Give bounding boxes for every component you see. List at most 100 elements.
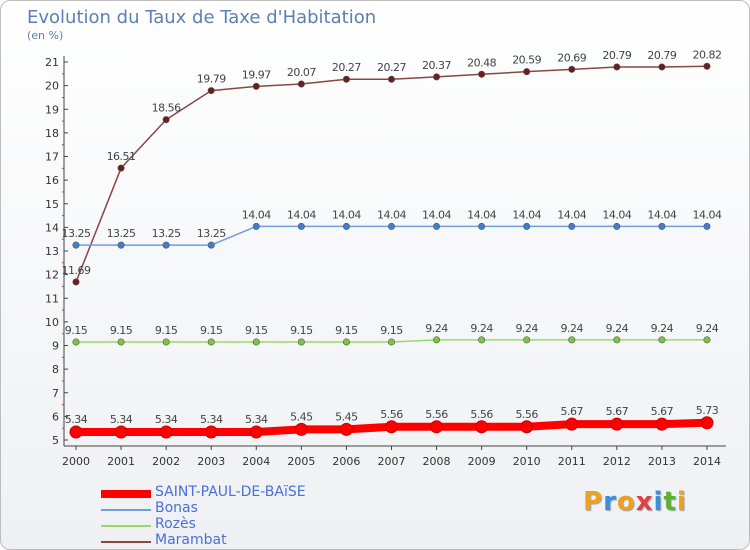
data-point-roz-s	[162, 338, 170, 346]
data-label-roz-s: 9.24	[696, 322, 719, 335]
data-point-saint-paul-de-ba-se	[294, 422, 308, 436]
data-point-bonas	[387, 222, 395, 230]
logo-letter: o	[616, 487, 636, 517]
data-point-saint-paul-de-ba-se	[475, 420, 489, 434]
data-point-bonas	[703, 222, 711, 230]
y-tick-label: 9	[52, 340, 59, 353]
data-point-bonas	[433, 222, 441, 230]
x-tick-label: 2011	[558, 455, 586, 468]
data-point-saint-paul-de-ba-se	[384, 420, 398, 434]
y-tick-label: 11	[45, 292, 59, 305]
data-label-bonas: 14.04	[557, 208, 586, 221]
data-point-saint-paul-de-ba-se	[69, 425, 83, 439]
logo-letter: i	[653, 487, 664, 517]
legend-item-bonas[interactable]: Bonas	[101, 500, 401, 518]
data-point-marambat	[72, 278, 80, 286]
data-label-roz-s: 9.24	[470, 322, 493, 335]
data-label-bonas: 14.04	[647, 208, 676, 221]
legend-item-saint-paul[interactable]: SAINT-PAUL-DE-BAïSE	[101, 484, 401, 502]
data-label-bonas: 14.04	[467, 208, 496, 221]
data-label-bonas: 14.04	[422, 208, 451, 221]
logo-letter: x	[635, 487, 654, 517]
data-label-marambat: 20.27	[332, 61, 361, 74]
data-label-bonas: 14.04	[692, 208, 721, 221]
data-label-bonas: 14.04	[602, 208, 631, 221]
x-tick-label: 2006	[332, 455, 360, 468]
data-point-marambat	[703, 62, 711, 70]
logo-letter: t	[663, 487, 677, 517]
legend-label-bonas: Bonas	[155, 500, 198, 516]
data-point-saint-paul-de-ba-se	[204, 425, 218, 439]
data-label-roz-s: 9.15	[380, 324, 403, 337]
data-label-roz-s: 9.15	[290, 324, 313, 337]
x-tick-label: 2014	[693, 455, 721, 468]
data-point-bonas	[207, 241, 215, 249]
legend-item-rozes[interactable]: Rozès	[101, 516, 401, 534]
x-tick-label: 2010	[513, 455, 541, 468]
data-label-marambat: 11.69	[62, 264, 91, 277]
data-point-saint-paul-de-ba-se	[700, 416, 714, 430]
data-label-saint-paul-de-ba-se: 5.34	[200, 413, 223, 426]
data-label-saint-paul-de-ba-se: 5.34	[65, 413, 88, 426]
legend-swatch-rozes	[101, 525, 151, 527]
legend-label-rozes: Rozès	[155, 516, 196, 532]
data-label-bonas: 14.04	[332, 208, 361, 221]
data-point-roz-s	[297, 338, 305, 346]
y-tick-label: 16	[45, 174, 59, 187]
data-point-roz-s	[342, 338, 350, 346]
data-label-marambat: 19.79	[197, 73, 226, 86]
proxiti-logo: Proxiti	[583, 487, 687, 517]
data-point-marambat	[478, 70, 486, 78]
data-point-roz-s	[387, 338, 395, 346]
data-point-roz-s	[703, 336, 711, 344]
data-label-bonas: 13.25	[62, 227, 91, 240]
data-point-marambat	[387, 75, 395, 83]
y-tick-label: 12	[45, 269, 59, 282]
x-tick-label: 2012	[603, 455, 631, 468]
data-point-roz-s	[72, 338, 80, 346]
y-tick-label: 14	[45, 221, 59, 234]
data-label-roz-s: 9.15	[155, 324, 178, 337]
data-label-roz-s: 9.15	[65, 324, 88, 337]
y-tick-label: 21	[45, 56, 59, 69]
data-point-bonas	[117, 241, 125, 249]
data-point-bonas	[613, 222, 621, 230]
data-point-saint-paul-de-ba-se	[430, 420, 444, 434]
data-point-bonas	[72, 241, 80, 249]
data-label-saint-paul-de-ba-se: 5.73	[696, 404, 719, 417]
data-label-saint-paul-de-ba-se: 5.45	[335, 410, 358, 423]
data-label-bonas: 14.04	[287, 208, 316, 221]
data-label-roz-s: 9.15	[245, 324, 268, 337]
data-label-marambat: 20.79	[647, 49, 676, 62]
legend-item-marambat[interactable]: Marambat	[101, 532, 401, 549]
data-label-saint-paul-de-ba-se: 5.34	[110, 413, 133, 426]
y-tick-label: 10	[45, 316, 59, 329]
data-point-bonas	[658, 222, 666, 230]
data-point-roz-s	[252, 338, 260, 346]
data-point-roz-s	[433, 336, 441, 344]
data-label-saint-paul-de-ba-se: 5.45	[290, 410, 313, 423]
data-point-bonas	[478, 222, 486, 230]
data-point-marambat	[297, 80, 305, 88]
data-point-saint-paul-de-ba-se	[655, 417, 669, 431]
data-label-saint-paul-de-ba-se: 5.67	[606, 405, 629, 418]
data-label-marambat: 19.97	[242, 68, 271, 81]
x-tick-label: 2004	[242, 455, 270, 468]
data-point-bonas	[252, 222, 260, 230]
chart-title: Evolution du Taux de Taxe d'Habitation	[27, 7, 377, 28]
y-tick-label: 17	[45, 151, 59, 164]
data-label-bonas: 14.04	[377, 208, 406, 221]
legend-label-marambat: Marambat	[155, 532, 227, 548]
x-tick-label: 2000	[62, 455, 90, 468]
y-tick-label: 5	[52, 434, 59, 447]
x-tick-label: 2002	[152, 455, 180, 468]
data-label-roz-s: 9.24	[515, 322, 538, 335]
data-label-bonas: 13.25	[107, 227, 136, 240]
data-point-bonas	[523, 222, 531, 230]
data-label-roz-s: 9.15	[110, 324, 133, 337]
data-label-bonas: 14.04	[242, 208, 271, 221]
data-point-roz-s	[613, 336, 621, 344]
y-tick-label: 20	[45, 80, 59, 93]
data-label-saint-paul-de-ba-se: 5.56	[380, 408, 403, 421]
data-label-roz-s: 9.24	[651, 322, 674, 335]
